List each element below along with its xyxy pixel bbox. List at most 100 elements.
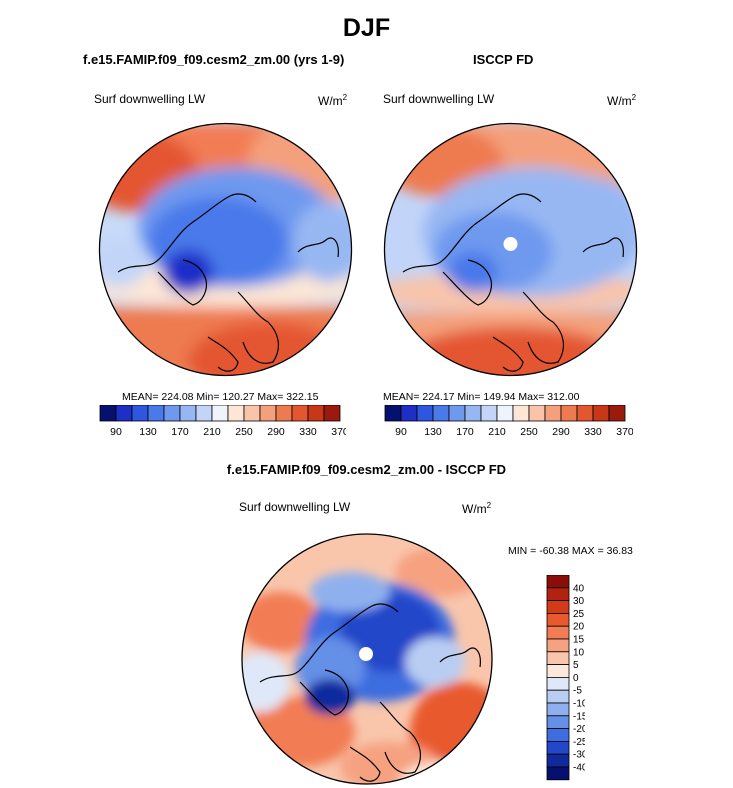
left-colorbar: 90 130 170 210 250 290 330 370	[99, 405, 346, 438]
diff-colorbar-tick-label: 30	[573, 596, 585, 607]
left-colorbar-cell	[195, 405, 213, 422]
diff-colorbar-tick-label: -15	[573, 711, 585, 722]
right-colorbar-cell	[496, 405, 514, 422]
diff-colorbar-cell	[546, 600, 570, 614]
diff-colorbar-tick-label: 5	[573, 660, 579, 671]
right-colorbar-cell	[416, 405, 434, 422]
left-coastlines	[117, 193, 339, 372]
diff-colorbar-cell	[546, 728, 570, 742]
diff-colorbar-cell	[546, 625, 570, 640]
figure-title: DJF	[342, 14, 391, 42]
left-units-label: W/m2	[318, 93, 348, 108]
right-colorbar-tick-label: 210	[488, 426, 506, 438]
left-colorbar-tick-label: 90	[110, 426, 122, 438]
right-coastlines	[402, 193, 624, 372]
left-colorbar-cell	[291, 405, 309, 422]
diff-colorbar-tick-label: 25	[573, 609, 585, 620]
left-variable-label: Surf downwelling LW	[94, 92, 206, 106]
diff-colorbar-tick-label: 0	[573, 673, 579, 684]
diff-colorbar-cell	[546, 702, 570, 717]
left-colorbar-tick-label: 210	[203, 426, 221, 438]
diff-variable-label: Surf downwelling LW	[239, 500, 351, 514]
right-colorbar-tick-label: 330	[584, 426, 602, 438]
diff-colorbar-tick-label: 40	[573, 583, 585, 594]
diff-units-label: W/m2	[462, 501, 492, 516]
diff-colorbar-tick-label: -40	[573, 763, 585, 774]
diff-map-field	[242, 534, 492, 784]
right-colorbar-cell	[576, 405, 594, 422]
right-colorbar-tick-label: 170	[456, 426, 474, 438]
diff-pole-hole	[359, 647, 373, 661]
left-colorbar-cell	[147, 405, 165, 422]
left-polar-map	[98, 122, 353, 377]
diff-colorbar-cell	[546, 740, 570, 755]
right-pole-hole	[503, 237, 518, 251]
diff-colorbar-cell	[546, 753, 570, 768]
right-colorbar-cell	[608, 405, 626, 422]
right-colorbar-cell	[400, 405, 418, 422]
diff-colorbar-tick-label: -10	[573, 699, 585, 710]
left-panel-title: f.e15.FAMIP.f09_f09.cesm2_zm.00 (yrs 1-9…	[83, 52, 345, 67]
left-colorbar-tick-label: 250	[235, 426, 253, 438]
diff-colorbar-tick-label: 20	[573, 622, 585, 633]
diff-colorbar-tick-label: -5	[573, 686, 582, 697]
diff-stats: MIN = -60.38 MAX = 36.83	[508, 545, 633, 557]
diff-coastlines	[259, 603, 481, 782]
left-colorbar-cell	[131, 405, 149, 422]
left-colorbar-tick-label: 330	[299, 426, 317, 438]
diff-colorbar-tick-label: -25	[573, 737, 585, 748]
left-colorbar-cell	[211, 405, 229, 422]
diff-colorbar-cell	[546, 575, 570, 589]
left-colorbar-cell	[115, 405, 133, 422]
diff-colorbar-cell	[546, 587, 570, 602]
left-colorbar-cell	[243, 405, 261, 422]
right-stats: MEAN= 224.17 Min= 149.94 Max= 312.00	[383, 391, 580, 403]
right-colorbar-cell	[512, 405, 530, 422]
diff-colorbar-cell	[546, 664, 570, 678]
diff-colorbar-cell	[546, 766, 570, 781]
diff-colorbar-cell	[546, 689, 570, 704]
diff-panel-title: f.e15.FAMIP.f09_f09.cesm2_zm.00 - ISCCP …	[226, 462, 507, 477]
left-colorbar-cell	[227, 405, 245, 422]
right-panel-title: ISCCP FD	[473, 52, 534, 67]
right-colorbar-cell	[480, 405, 498, 422]
right-colorbar-tick-label: 90	[395, 426, 407, 438]
left-colorbar-cell	[323, 405, 341, 422]
diff-colorbar-cell	[546, 651, 570, 666]
right-colorbar-cell	[448, 405, 466, 422]
right-colorbar-cell	[560, 405, 578, 422]
left-colorbar-cell	[259, 405, 277, 422]
right-colorbar-cell	[464, 405, 482, 422]
right-colorbar-cell	[432, 405, 450, 422]
left-colorbar-tick-label: 170	[171, 426, 189, 438]
right-variable-label: Surf downwelling LW	[383, 92, 495, 106]
right-colorbar-tick-label: 370	[616, 426, 633, 438]
right-colorbar-cell	[592, 405, 610, 422]
left-colorbar-tick-label: 290	[267, 426, 285, 438]
right-colorbar-tick-label: 130	[424, 426, 442, 438]
diff-colorbar-tick-label: 15	[573, 635, 585, 646]
diff-colorbar-tick-label: -30	[573, 750, 585, 761]
left-colorbar-cell	[99, 405, 117, 422]
diff-colorbar-cell	[546, 715, 570, 730]
diff-colorbar-tick-label: 10	[573, 647, 585, 658]
left-colorbar-cell	[307, 405, 325, 422]
right-colorbar-tick-label: 290	[552, 426, 570, 438]
right-colorbar-cell	[384, 405, 402, 422]
diff-colorbar-cell	[546, 638, 570, 653]
diff-colorbar-cell	[546, 677, 570, 691]
left-stats: MEAN= 224.08 Min= 120.27 Max= 322.15	[122, 391, 319, 403]
right-colorbar-cell	[544, 405, 562, 422]
left-colorbar-tick-label: 370	[331, 426, 346, 438]
left-colorbar-cell	[275, 405, 293, 422]
right-colorbar: 90 130 170 210 250 290 330 370	[384, 405, 633, 438]
right-colorbar-cell	[528, 405, 546, 422]
right-polar-map	[383, 122, 638, 377]
diff-polar-map	[241, 533, 493, 785]
left-colorbar-cell	[163, 405, 181, 422]
diff-colorbar-tick-label: -20	[573, 724, 585, 735]
right-colorbar-tick-label: 250	[520, 426, 538, 438]
right-units-label: W/m2	[607, 93, 637, 108]
diff-colorbar-cell	[546, 613, 570, 627]
